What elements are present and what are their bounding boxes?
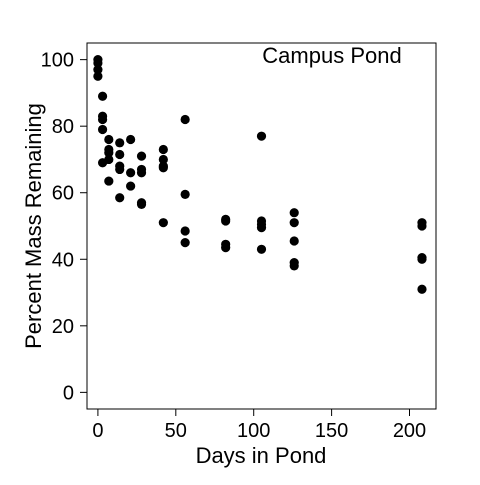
data-point (289, 236, 299, 246)
y-tick-label: 20 (52, 316, 74, 338)
x-axis-title: Days in Pond (196, 443, 327, 468)
y-tick-label: 0 (63, 382, 74, 404)
data-point (417, 254, 427, 264)
data-point (417, 221, 427, 231)
y-tick-label: 40 (52, 249, 74, 271)
data-point (136, 199, 147, 209)
y-axis-title: Percent Mass Remaining (21, 103, 46, 349)
data-point (126, 168, 136, 178)
data-point (104, 176, 114, 186)
data-point (104, 154, 114, 165)
data-point (115, 193, 125, 203)
data-point (104, 134, 114, 145)
data-point (93, 65, 103, 75)
data-point (180, 226, 190, 236)
data-point (256, 131, 267, 141)
data-point (126, 181, 136, 191)
data-points (93, 55, 427, 294)
y-tick-label: 100 (41, 50, 74, 72)
x-tick-label: 100 (237, 420, 270, 442)
data-point (417, 284, 427, 294)
data-point (180, 114, 190, 125)
y-tick-label: 60 (52, 183, 74, 205)
data-point (136, 168, 147, 178)
data-point (180, 238, 190, 248)
data-point (256, 223, 267, 233)
data-point (126, 134, 136, 145)
data-point (158, 218, 168, 228)
data-point (289, 218, 299, 228)
data-point (93, 58, 103, 68)
x-tick-label: 50 (165, 420, 187, 442)
data-point (256, 244, 267, 254)
data-point (289, 208, 299, 218)
y-tick-label: 80 (52, 116, 74, 138)
data-point (104, 148, 114, 158)
data-point (221, 243, 231, 253)
data-point (289, 261, 299, 271)
data-point (136, 151, 147, 161)
x-tick-label: 150 (315, 420, 348, 442)
x-tick-label: 200 (393, 420, 426, 442)
data-point (93, 71, 103, 81)
axis-ticks: 0 50 100 150 200 0 20 40 60 80 100 (41, 50, 427, 442)
data-point (115, 149, 125, 160)
data-point (97, 124, 108, 135)
data-point (97, 114, 108, 125)
chart-title: Campus Pond (262, 43, 401, 68)
data-point (221, 216, 231, 226)
data-point (115, 138, 125, 148)
data-point (158, 154, 168, 165)
data-point (180, 189, 190, 199)
data-point (97, 91, 108, 101)
data-point (158, 144, 168, 155)
data-point (158, 163, 168, 173)
data-point (115, 164, 125, 175)
plot-frame (86, 42, 437, 410)
x-tick-label: 0 (92, 420, 103, 442)
